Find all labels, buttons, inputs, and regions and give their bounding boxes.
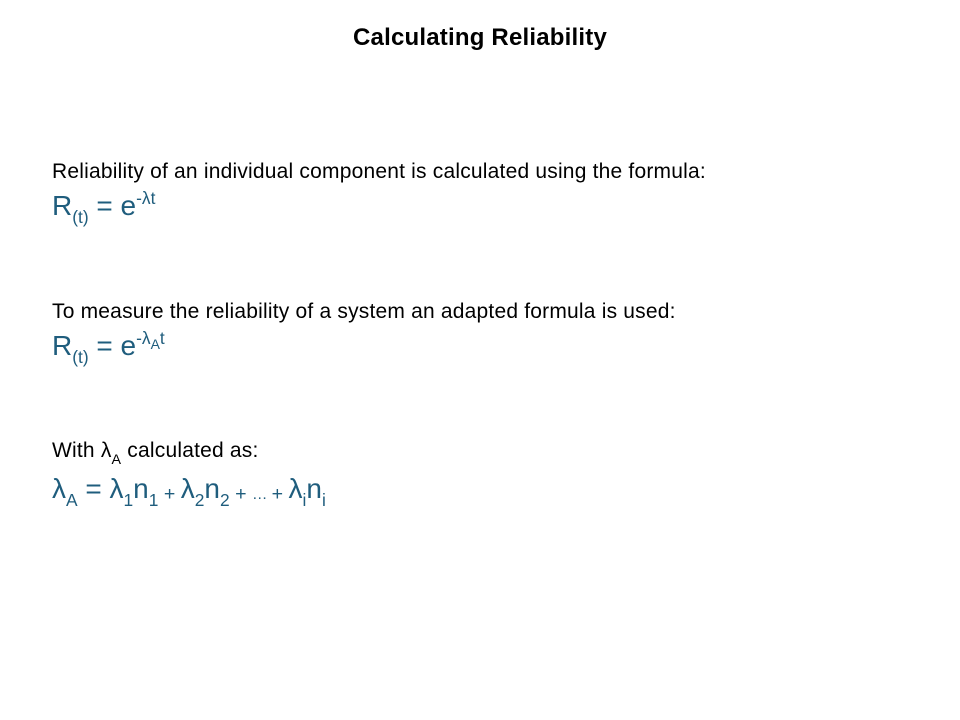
f3-lhs-sub: A bbox=[66, 490, 78, 510]
f3-n1: n bbox=[133, 473, 149, 504]
intro3-post: calculated as: bbox=[121, 439, 258, 462]
f3-s2: 2 bbox=[195, 490, 205, 510]
f3-dots: … bbox=[252, 486, 272, 503]
f3-eq: = λ bbox=[78, 473, 124, 504]
f3-s1b: 1 bbox=[149, 490, 159, 510]
intro-text-2: To measure the reliability of a system a… bbox=[52, 298, 912, 326]
formula-component: R(t) = e-λt bbox=[52, 188, 912, 227]
f3-plus2: + bbox=[230, 483, 252, 505]
f3-lhs: λ bbox=[52, 473, 66, 504]
section-lambda: With λA calculated as: λA = λ1n1 + λ2n2 … bbox=[52, 437, 912, 510]
f3-plus1: + bbox=[158, 483, 180, 505]
intro-text-3: With λA calculated as: bbox=[52, 437, 912, 468]
formula-t-sub: (t) bbox=[72, 207, 88, 227]
f3-n2: n bbox=[204, 473, 220, 504]
f3-li: λ bbox=[289, 473, 303, 504]
f3-si: i bbox=[303, 490, 307, 510]
content-area: Reliability of an individual component i… bbox=[52, 158, 912, 580]
section-component-reliability: Reliability of an individual component i… bbox=[52, 158, 912, 228]
f3-s2b: 2 bbox=[220, 490, 230, 510]
f3-l2: λ bbox=[181, 473, 195, 504]
formula2-exp-pre: -λ bbox=[136, 328, 150, 348]
formula-lambda: λA = λ1n1 + λ2n2 + … + λini bbox=[52, 471, 912, 510]
formula2-exp-sub: A bbox=[151, 336, 160, 352]
formula2-exp-post: t bbox=[160, 328, 165, 348]
formula-R: R bbox=[52, 190, 72, 221]
formula-eq-e: = e bbox=[89, 190, 136, 221]
f3-plus3: + bbox=[272, 483, 289, 505]
f3-s1: 1 bbox=[124, 490, 134, 510]
f3-sib: i bbox=[322, 490, 326, 510]
formula-exp: -λt bbox=[136, 188, 155, 208]
section-system-reliability: To measure the reliability of a system a… bbox=[52, 298, 912, 368]
page-title: Calculating Reliability bbox=[0, 24, 960, 52]
intro3-pre: With λ bbox=[52, 439, 112, 462]
intro-text-1: Reliability of an individual component i… bbox=[52, 158, 912, 186]
formula2-t-sub: (t) bbox=[72, 347, 88, 367]
f3-ni: n bbox=[306, 473, 322, 504]
formula-system: R(t) = e-λAt bbox=[52, 328, 912, 367]
intro3-sub: A bbox=[112, 452, 122, 468]
formula2-eq-e: = e bbox=[89, 330, 136, 361]
formula2-R: R bbox=[52, 330, 72, 361]
